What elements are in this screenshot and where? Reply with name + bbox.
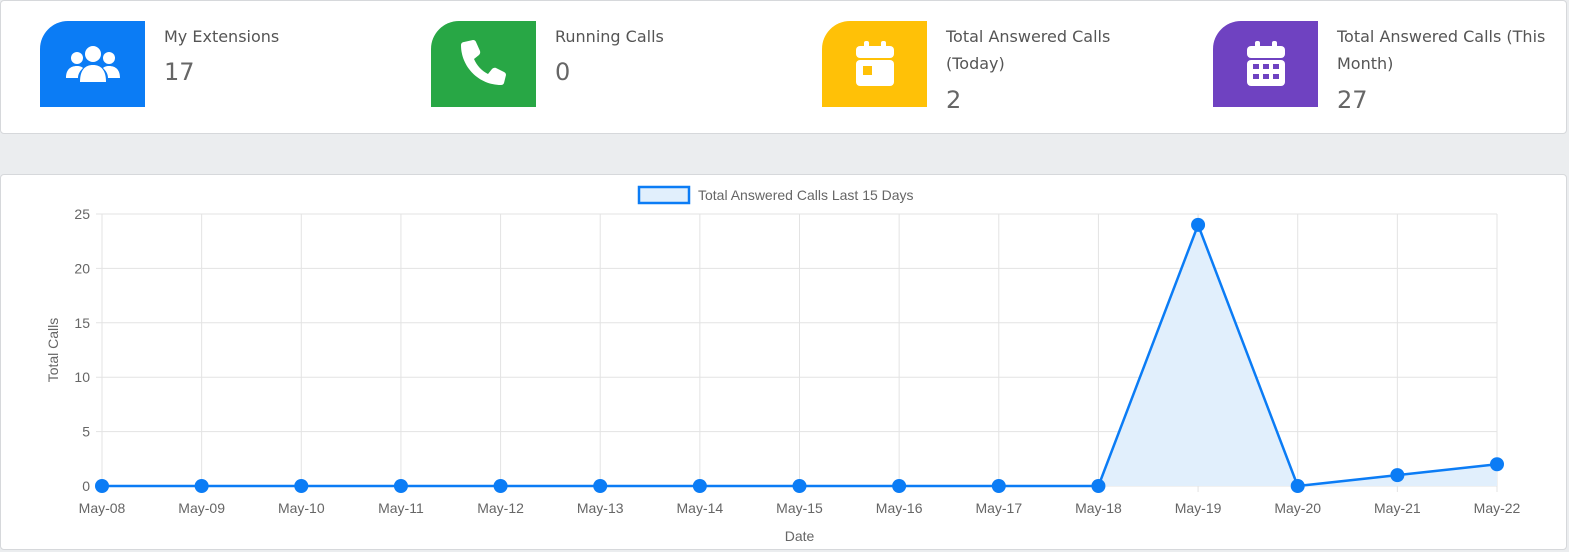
legend-label: Total Answered Calls Last 15 Days [698,187,914,203]
data-point [294,479,309,493]
stat-icon-box [822,21,927,107]
phone-icon [460,40,506,85]
data-point [393,479,408,493]
answered-calls-chart: 0 5 10 15 20 25 May-08 May-09 May-10 May-11 May-12… [45,185,1521,544]
data-point [792,479,807,493]
stat-label: Total Answered Calls (This Month) [1337,27,1546,73]
stat-icon-box [431,21,536,107]
data-point [1091,479,1106,493]
calendar-day-icon [855,41,894,86]
x-tick-label: May-22 [1474,500,1521,516]
data-point [493,479,508,493]
data-point [1191,217,1206,232]
x-tick-label: May-21 [1374,500,1421,516]
stat-answered-month[interactable]: Total Answered Calls (This Month) 27 [1174,1,1565,135]
y-tick-label: 20 [74,260,90,276]
y-tick-label: 25 [74,206,90,222]
stat-label: Running Calls [555,27,664,46]
legend-swatch [637,185,691,205]
calendar-month-icon [1246,41,1285,86]
x-tick-label: May-17 [975,500,1022,516]
users-icon [65,46,120,82]
y-tick-label: 15 [74,315,90,331]
stat-value: 17 [164,58,195,86]
stat-icon-box [1213,21,1318,107]
data-point [95,479,109,493]
chart-panel: 0 5 10 15 20 25 May-08 May-09 May-10 May-11 May-12… [0,174,1567,550]
stat-label: Total Answered Calls (Today) [946,27,1111,73]
x-tick-label: May-13 [577,500,624,516]
data-point [892,479,907,493]
x-tick-label: May-12 [477,500,524,516]
stat-my-extensions[interactable]: My Extensions 17 [1,1,392,135]
data-point [1290,479,1305,493]
y-tick-label: 10 [74,369,90,385]
x-tick-label: May-19 [1175,500,1222,516]
stats-panel: My Extensions 17 Running Calls 0 Total A… [0,0,1567,134]
x-tick-label: May-11 [378,500,424,516]
y-tick-label: 5 [82,424,90,440]
data-point [1390,468,1405,483]
x-tick-label: May-10 [278,500,325,516]
stat-answered-today[interactable]: Total Answered Calls (Today) 2 [783,1,1174,135]
stat-running-calls[interactable]: Running Calls 0 [392,1,783,135]
y-axis-title: Total Calls [45,318,61,383]
series-area [102,224,1497,486]
x-tick-label: May-14 [677,500,724,516]
stat-icon-box [40,21,145,107]
stat-label: My Extensions [164,27,280,46]
x-tick-label: May-15 [776,500,823,516]
data-point [1490,457,1504,472]
stat-value: 2 [946,86,962,114]
x-axis-title: Date [785,528,815,544]
data-point [991,479,1006,493]
data-point [593,479,608,493]
x-tick-label: May-08 [79,500,126,516]
x-tick-label: May-20 [1274,500,1321,516]
x-tick-label: May-09 [178,500,225,516]
data-point [692,479,707,493]
x-tick-label: May-18 [1075,500,1122,516]
y-tick-label: 0 [82,478,90,494]
stat-value: 27 [1337,86,1368,114]
x-tick-label: May-16 [876,500,923,516]
data-point [194,479,209,493]
stat-value: 0 [555,58,571,86]
